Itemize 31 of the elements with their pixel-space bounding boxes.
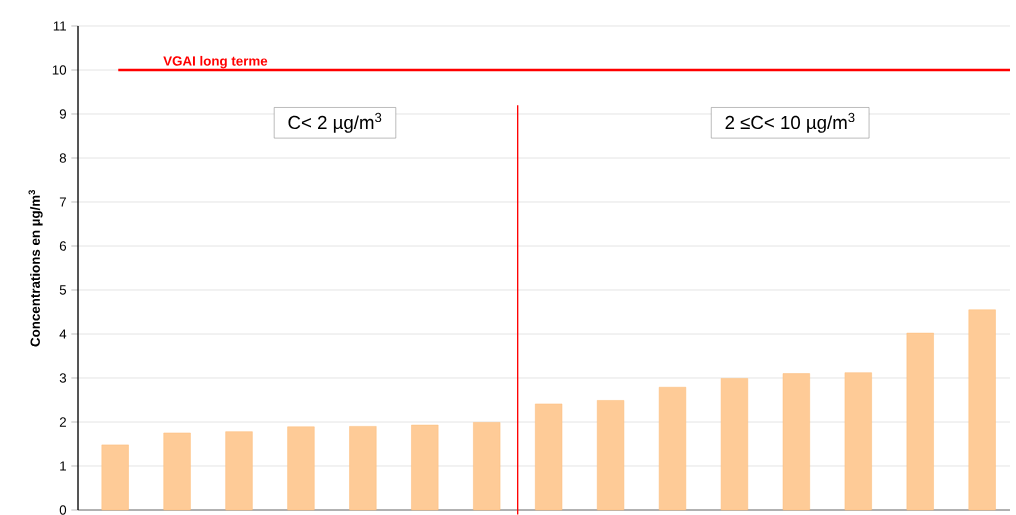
bar bbox=[535, 403, 563, 511]
bar bbox=[225, 431, 253, 511]
ref-line-label: VGAI long terme bbox=[163, 55, 268, 69]
bar bbox=[287, 426, 315, 511]
bar bbox=[101, 444, 129, 511]
bar bbox=[720, 378, 749, 511]
y-tick-label: 0 bbox=[59, 505, 67, 515]
y-tick-label: 11 bbox=[53, 21, 66, 31]
bar bbox=[906, 332, 934, 511]
annotation: C< 2 µg/m$^{3}$ bbox=[288, 112, 382, 133]
bar bbox=[782, 373, 810, 511]
y-axis-title: Concentrations en µg/m$^{3}$ bbox=[28, 190, 43, 347]
y-tick-label: 1 bbox=[60, 461, 66, 471]
bar bbox=[658, 386, 687, 511]
bar bbox=[349, 426, 377, 511]
y-tick-label: 8 bbox=[59, 153, 67, 163]
y-tick-label: 6 bbox=[59, 241, 67, 251]
bar bbox=[968, 309, 996, 511]
bar bbox=[473, 422, 501, 511]
y-tick-label: 3 bbox=[59, 373, 67, 383]
bar bbox=[163, 432, 191, 511]
y-tick-label: 7 bbox=[59, 197, 66, 207]
y-tick-label: 10 bbox=[52, 65, 67, 75]
y-tick-label: 9 bbox=[59, 109, 67, 119]
y-tick-label: 4 bbox=[59, 329, 67, 339]
bar bbox=[411, 424, 439, 511]
y-tick-label: 5 bbox=[59, 285, 67, 295]
bar bbox=[596, 400, 625, 511]
bar bbox=[844, 372, 872, 511]
y-tick-label: 2 bbox=[59, 417, 66, 427]
annotation: 2 ≤C< 10 µg/m$^{3}$ bbox=[725, 112, 855, 133]
